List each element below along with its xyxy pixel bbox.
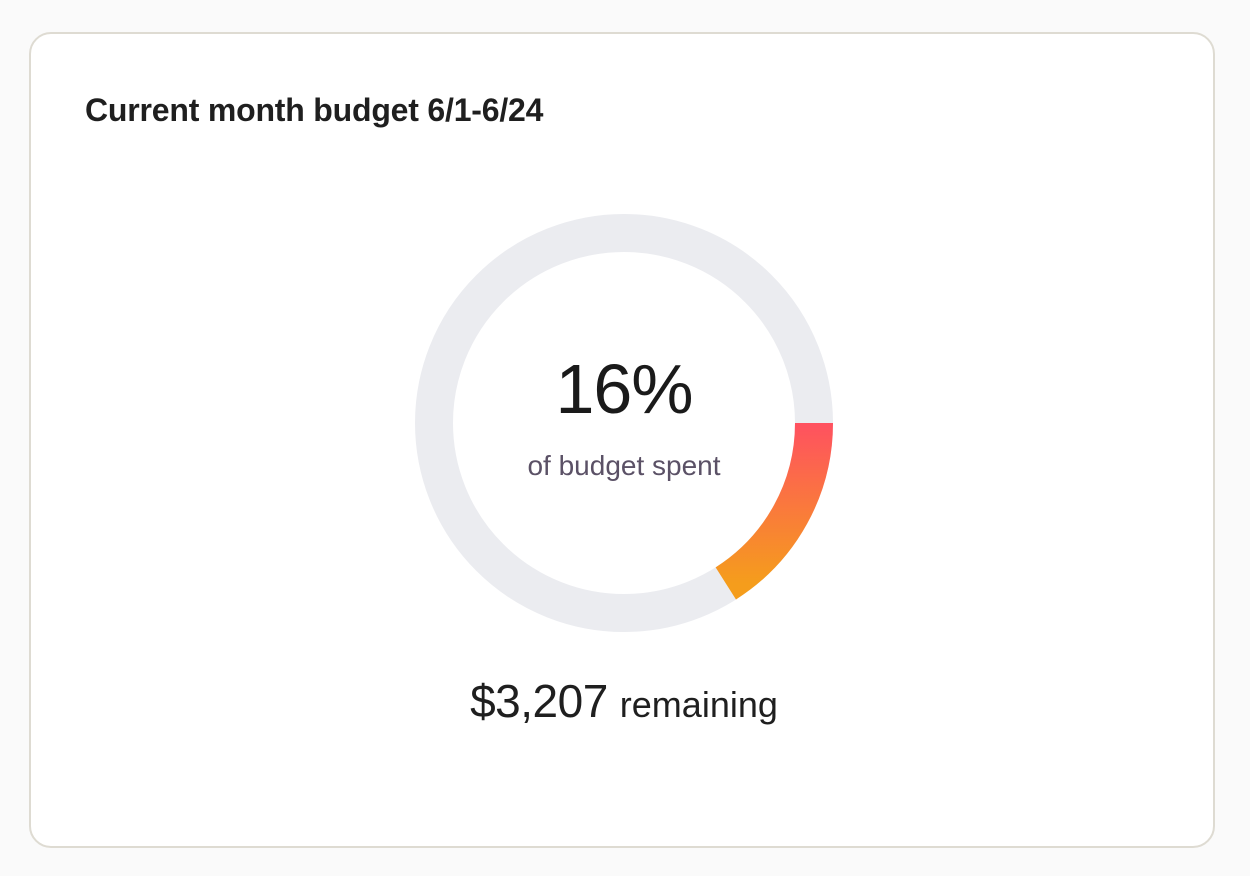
percent-spent-caption: of budget spent (527, 450, 721, 481)
donut-center: 16% of budget spent (424, 354, 824, 482)
remaining-summary: $3,207 remaining (324, 674, 924, 728)
percent-spent-value: 16% (555, 350, 693, 428)
remaining-amount: $3,207 (470, 675, 608, 727)
remaining-label: remaining (619, 684, 778, 725)
budget-card: Current month budget 6/1-6/24 16% of bud… (29, 32, 1215, 848)
card-title: Current month budget 6/1-6/24 (85, 92, 544, 128)
